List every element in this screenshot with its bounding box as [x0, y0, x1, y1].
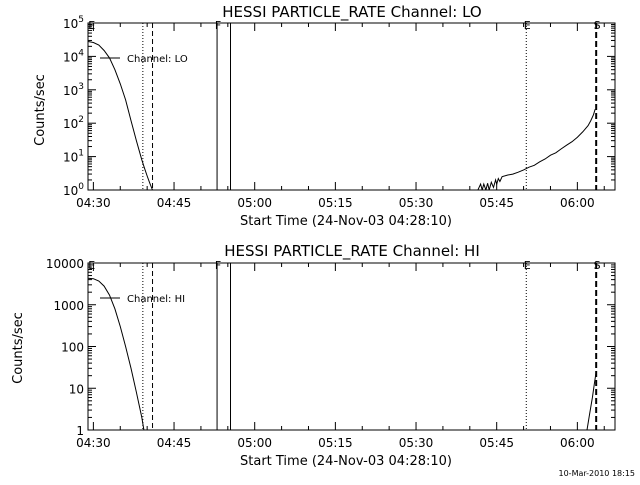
hi-event-marker-label: E	[88, 259, 95, 272]
lo-y-tick-label: 103	[63, 82, 84, 98]
lo-chart-title: HESSI PARTICLE_RATE Channel: LO	[222, 3, 481, 22]
hi-event-marker-label: S	[594, 259, 601, 272]
lo-series-line	[88, 41, 153, 190]
hi-x-tick-label: 04:30	[76, 436, 111, 450]
lo-event-marker-label: F	[215, 19, 221, 32]
lo-legend-label: Channel: LO	[127, 54, 188, 65]
hi-x-axis-label: Start Time (24-Nov-03 04:28:10)	[240, 454, 452, 469]
hi-series-line	[88, 277, 145, 430]
footer-timestamp: 10-Mar-2010 18:15	[559, 469, 636, 478]
lo-x-tick-label: 05:30	[399, 196, 434, 210]
hi-x-tick-label: 06:00	[560, 436, 595, 450]
lo-x-tick-label: 05:15	[318, 196, 353, 210]
hi-x-tick-label: 05:45	[479, 436, 514, 450]
lo-channel-panel: HESSI PARTICLE_RATE Channel: LO Counts/s…	[33, 3, 616, 229]
hi-y-tick-label: 100	[61, 341, 84, 355]
hi-channel-panel: HESSI PARTICLE_RATE Channel: HI Counts/s…	[11, 242, 616, 469]
lo-y-tick-label: 102	[63, 115, 84, 131]
lo-y-tick-label: 100	[63, 182, 84, 198]
hi-x-tick-label: 05:00	[237, 436, 272, 450]
lo-y-tick-label: 105	[63, 15, 84, 31]
hi-event-marker-label: F	[215, 259, 221, 272]
hi-plot-frame	[87, 262, 616, 431]
hi-x-tick-label: 05:15	[318, 436, 353, 450]
hi-series-line	[586, 371, 597, 430]
lo-y-axis-label: Counts/sec	[33, 74, 48, 146]
lo-x-tick-label: 05:00	[237, 196, 272, 210]
lo-plot-frame	[87, 22, 616, 191]
lo-x-tick-label: 04:45	[157, 196, 192, 210]
hi-y-tick-label: 10000	[46, 257, 84, 271]
lo-series-line	[477, 109, 596, 190]
hi-legend-label: Channel: HI	[127, 294, 185, 305]
lo-x-axis-label: Start Time (24-Nov-03 04:28:10)	[240, 214, 452, 229]
hi-x-tick-label: 04:45	[157, 436, 192, 450]
hi-y-tick-label: 1000	[53, 299, 84, 313]
lo-x-tick-label: 05:45	[479, 196, 514, 210]
lo-y-tick-label: 101	[63, 149, 84, 165]
hi-y-axis-label: Counts/sec	[11, 312, 26, 384]
hi-y-tick-label: 10	[69, 382, 84, 396]
lo-x-tick-label: 04:30	[76, 196, 111, 210]
lo-event-marker-label: E	[524, 19, 531, 32]
lo-y-tick-label: 104	[63, 48, 84, 64]
hi-x-tick-label: 05:30	[399, 436, 434, 450]
lo-event-marker-label: E	[88, 19, 95, 32]
lo-x-tick-label: 06:00	[560, 196, 595, 210]
hi-chart-title: HESSI PARTICLE_RATE Channel: HI	[224, 242, 480, 261]
hi-event-marker-label: E	[524, 259, 531, 272]
hi-y-tick-label: 1	[76, 424, 84, 438]
lo-event-marker-label: S	[594, 19, 601, 32]
